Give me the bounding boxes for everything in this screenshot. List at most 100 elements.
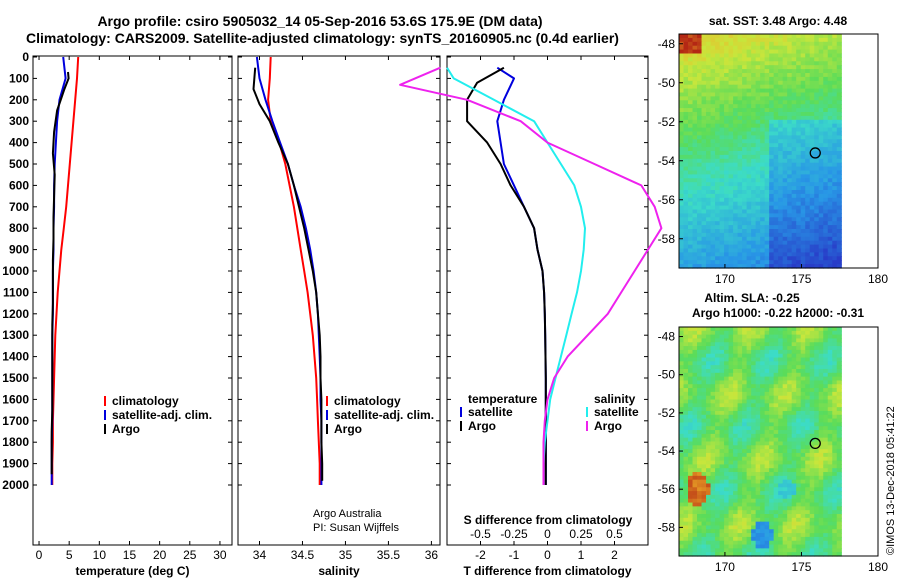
- map-cell: [679, 384, 685, 389]
- map-cell: [827, 460, 833, 465]
- map-cell: [778, 76, 784, 82]
- map-cell: [827, 217, 833, 222]
- map-cell: [724, 426, 730, 431]
- map-cell: [769, 76, 775, 82]
- map-cell: [728, 525, 734, 530]
- map-cell: [737, 123, 743, 129]
- map-cell: [760, 119, 766, 125]
- map-cell: [755, 209, 761, 214]
- map-cell: [715, 221, 721, 226]
- map-cell: [755, 456, 761, 462]
- map-cell: [733, 143, 739, 148]
- map-cell: [692, 445, 698, 450]
- map-cell: [751, 452, 757, 458]
- map-cell: [800, 399, 806, 404]
- map-cell: [706, 460, 712, 465]
- map-cell: [800, 151, 806, 156]
- map-cell: [679, 139, 685, 144]
- map-cell: [733, 34, 739, 39]
- map-cell: [787, 131, 793, 136]
- map-cell: [818, 256, 824, 261]
- map-cell: [724, 96, 730, 101]
- map-cell: [787, 127, 793, 133]
- map-cell: [809, 361, 815, 366]
- map-cell: [769, 514, 775, 519]
- map-cell: [733, 479, 739, 485]
- map-cell: [778, 407, 784, 412]
- map-cell: [683, 349, 689, 355]
- map-cell: [751, 158, 757, 164]
- map-cell: [836, 483, 842, 488]
- map-cell: [755, 395, 761, 401]
- map-cell: [697, 229, 703, 234]
- map-cell: [679, 170, 685, 175]
- map-cell: [800, 494, 806, 500]
- map-cell: [751, 410, 757, 416]
- map-cell: [724, 119, 730, 125]
- map-cell: [818, 100, 824, 105]
- map-cell: [773, 104, 779, 109]
- map-cell: [809, 376, 815, 382]
- map-cell: [778, 151, 784, 156]
- map-cell: [742, 361, 748, 366]
- map-cell: [796, 399, 802, 404]
- map-cell: [782, 380, 788, 385]
- map-cell: [809, 213, 815, 218]
- map-cell: [733, 433, 739, 439]
- map-cell: [692, 403, 698, 408]
- map-cell: [787, 69, 793, 74]
- map-cell: [773, 186, 779, 191]
- map-cell: [679, 166, 685, 172]
- map-cell: [832, 483, 838, 488]
- map-cell: [719, 34, 725, 39]
- map-cell: [719, 112, 725, 117]
- map-cell: [760, 433, 766, 439]
- map-cell: [778, 388, 784, 393]
- map-cell: [836, 430, 842, 435]
- map-cell: [764, 376, 770, 382]
- map-cell: [715, 119, 721, 125]
- map-cell: [787, 525, 793, 530]
- map-cell: [791, 517, 797, 523]
- map-cell: [746, 65, 752, 70]
- map-cell: [764, 232, 770, 238]
- map-cell: [679, 229, 685, 234]
- map-cell: [719, 426, 725, 431]
- map-cell: [782, 73, 788, 78]
- map-cell: [715, 197, 721, 203]
- map-cell: [791, 536, 797, 542]
- map-cell: [764, 330, 770, 336]
- map-cell: [787, 65, 793, 70]
- map-cell: [715, 422, 721, 427]
- map-cell: [719, 53, 725, 58]
- map-cell: [760, 256, 766, 261]
- map-cell: [827, 445, 833, 450]
- map-cell: [778, 506, 784, 511]
- map-cell: [746, 69, 752, 74]
- map-cell: [760, 452, 766, 458]
- map-cell: [728, 92, 734, 97]
- map-cell: [796, 80, 802, 86]
- map-cell: [710, 433, 716, 439]
- map-cell: [764, 487, 770, 492]
- map-cell: [800, 229, 806, 234]
- map-cell: [814, 391, 820, 397]
- map-cell: [719, 472, 725, 477]
- map-cell: [796, 61, 802, 66]
- map-cell: [782, 506, 788, 511]
- map-cell: [769, 100, 775, 105]
- map-cell: [764, 229, 770, 234]
- map-cell: [823, 127, 829, 133]
- map-cell: [823, 487, 829, 492]
- map-cell: [836, 131, 842, 136]
- map-cell: [710, 193, 716, 199]
- map-cell: [791, 368, 797, 374]
- map-cell: [791, 127, 797, 133]
- map-cell: [742, 151, 748, 156]
- map-cell: [832, 80, 838, 86]
- map-cell: [814, 357, 820, 362]
- map-cell: [683, 244, 689, 250]
- map-cell: [760, 115, 766, 121]
- map-cell: [787, 143, 793, 148]
- map-cell: [733, 80, 739, 86]
